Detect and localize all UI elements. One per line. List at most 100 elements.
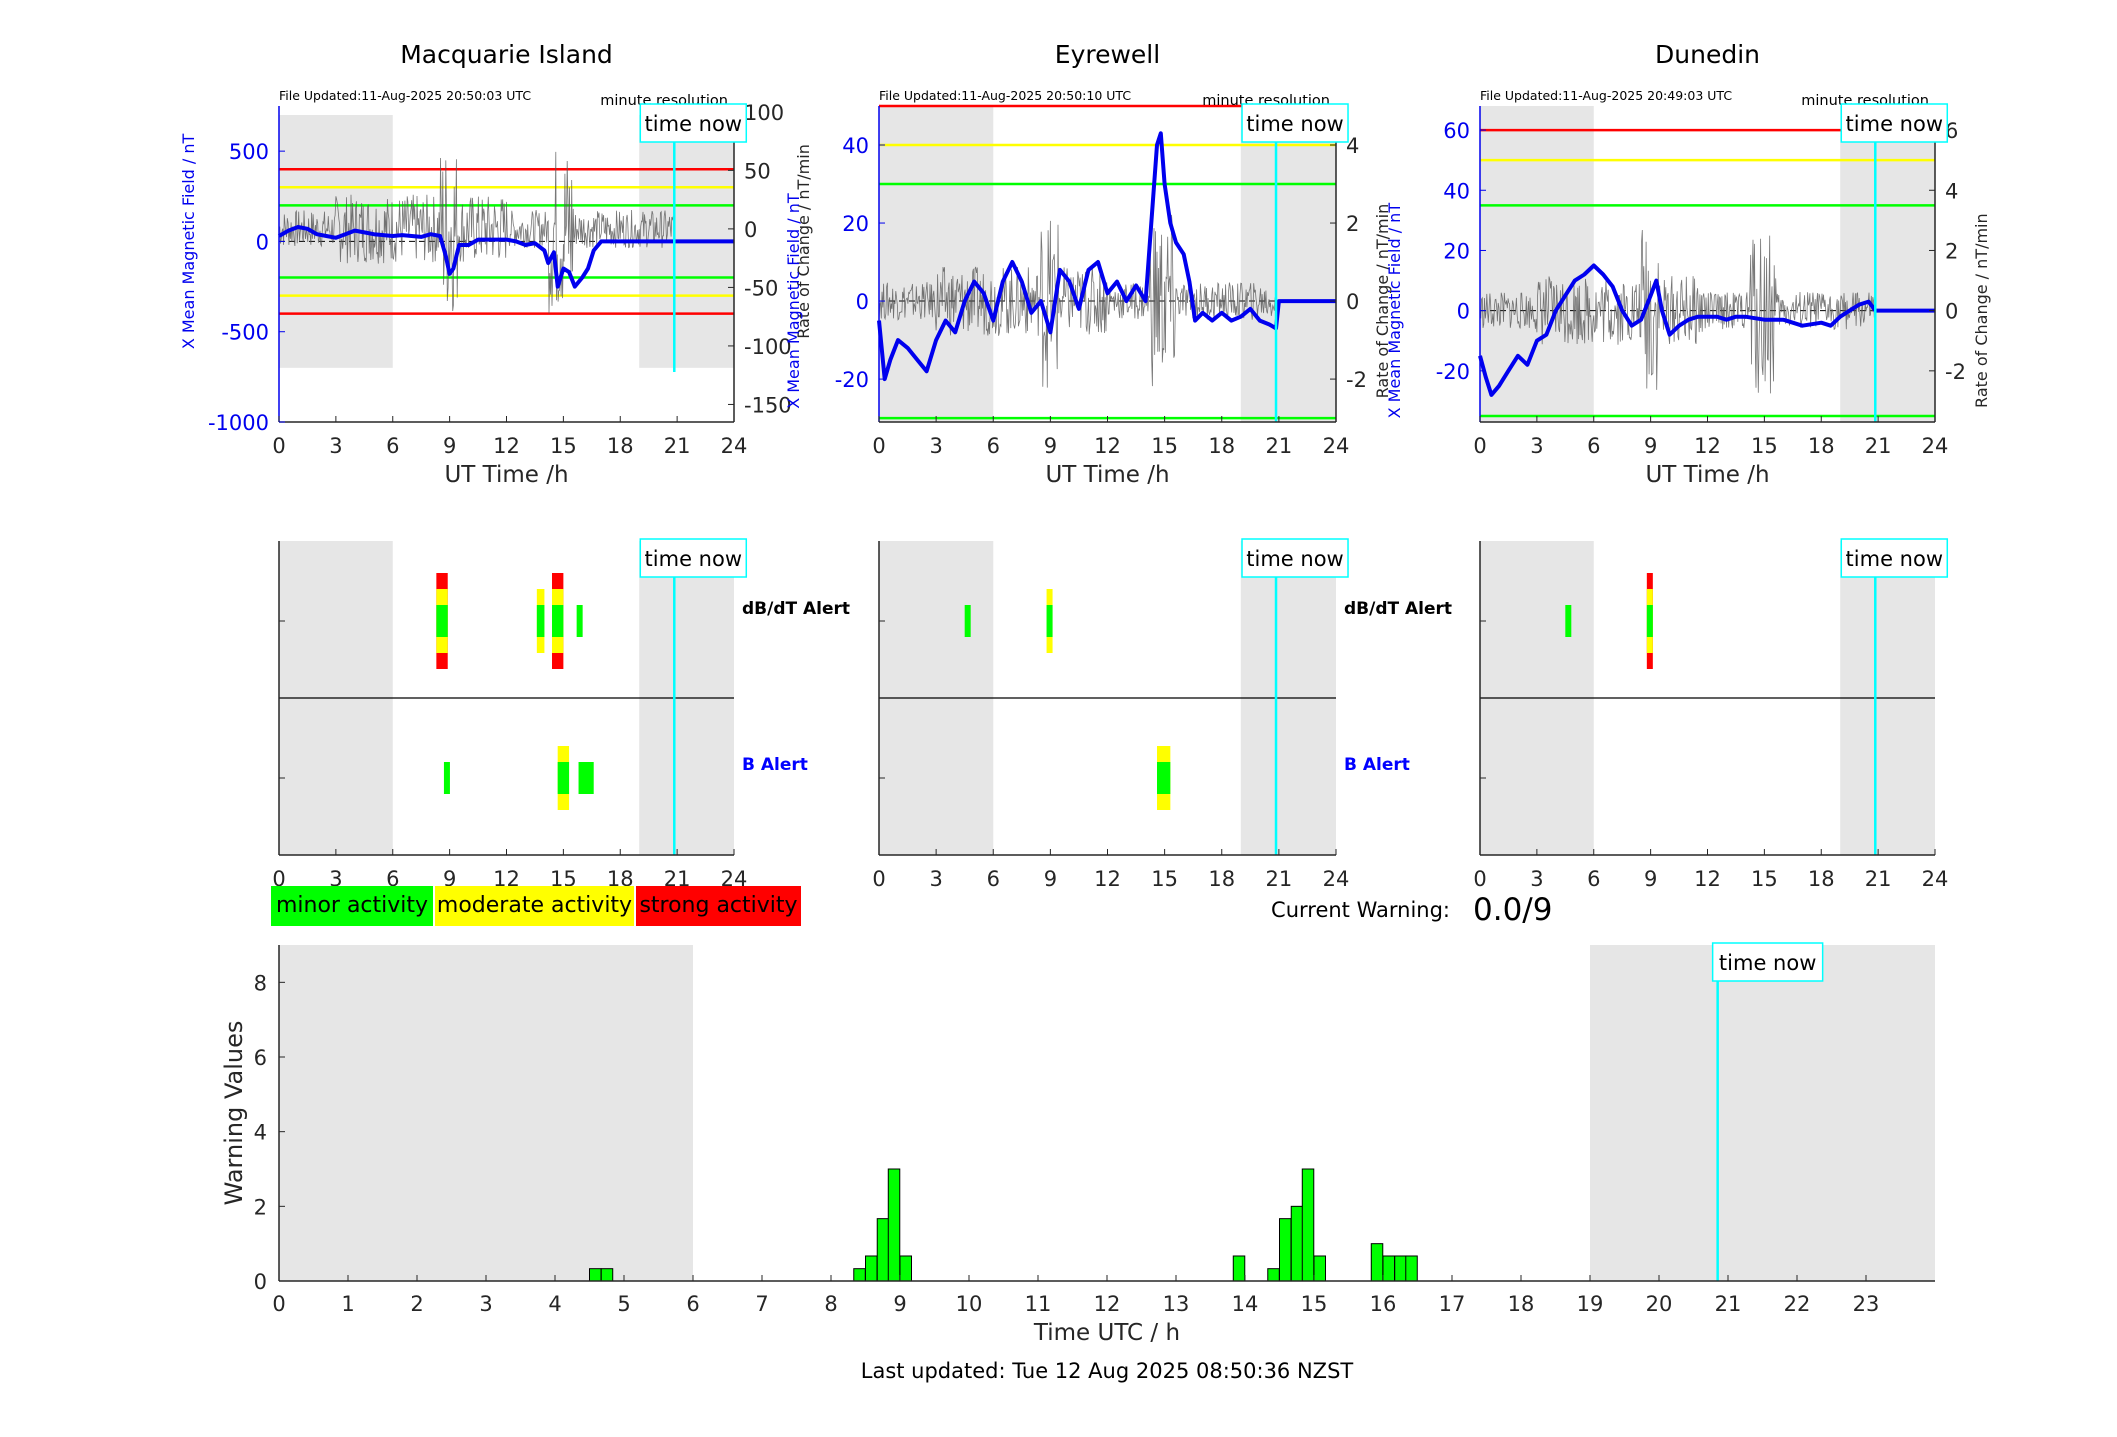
station-2-time-now: time now	[1246, 112, 1343, 136]
station-1-file-updated: File Updated:11-Aug-2025 20:50:03 UTC	[279, 88, 531, 103]
alert-panel-2-time-now-box	[1241, 538, 1349, 578]
station-3-x-tick-label: 24	[1922, 434, 1949, 458]
station-3-y2-tick-label: 2	[1945, 239, 1958, 263]
warning-y-tick-label: 0	[254, 1270, 267, 1294]
alert-panel-1-b-minor	[578, 762, 594, 794]
station-3-y-tick-label: 60	[1443, 119, 1470, 143]
station-1-x-tick-label: 21	[664, 434, 691, 458]
station-2-y-tick-label: -20	[835, 368, 869, 392]
station-2-y-tick-label: 40	[842, 134, 869, 158]
station-1-y-tick-label: 500	[229, 140, 269, 164]
station-3-y-tick-label: 20	[1443, 239, 1470, 263]
warning-x-tick-label: 18	[1508, 1292, 1535, 1316]
warning-time-now-box	[1711, 942, 1824, 982]
alert-panel-3-x-tick-label: 3	[1530, 867, 1543, 891]
warning-night-shade	[1590, 945, 1935, 1281]
warning-x-tick-label: 4	[548, 1292, 561, 1316]
station-1-y2-label: Rate of Change / nT/min	[794, 144, 813, 339]
alert-panel-3-x-tick-label: 15	[1751, 867, 1778, 891]
station-3-x-tick-label: 6	[1587, 434, 1600, 458]
warning-bar	[1382, 1255, 1396, 1282]
alert-panel-2-x-tick-label: 3	[929, 867, 942, 891]
warning-x-tick-label: 9	[893, 1292, 906, 1316]
alert-panel-1-time-now: time now	[645, 547, 742, 571]
station-2-x-tick-label: 21	[1266, 434, 1293, 458]
alert-panel-3-x-tick-label: 0	[1473, 867, 1486, 891]
warning-bar	[600, 1268, 614, 1282]
station-2-x-tick-label: 0	[872, 434, 885, 458]
station-1-time-now: time now	[645, 112, 742, 136]
station-1-x-tick-label: 3	[329, 434, 342, 458]
station-1-x-tick-label: 9	[443, 434, 456, 458]
warning-bar	[1394, 1255, 1407, 1282]
alert-panel-2-time-now: time now	[1246, 547, 1343, 571]
alert-panel-2-x-tick-label: 12	[1094, 867, 1121, 891]
station-2-y2-tick-label: 0	[1346, 290, 1359, 314]
station-3-rate-trace	[1479, 229, 1876, 394]
warning-x-tick-label: 16	[1370, 1292, 1397, 1316]
station-2-y-tick-label: 0	[856, 290, 869, 314]
station-3-y-label: X Mean Magnetic Field / nT	[1385, 203, 1404, 419]
warning-y-tick-label: 6	[254, 1046, 267, 1070]
alert-panel-3-x-tick-label: 24	[1922, 867, 1949, 891]
legend-moderate: moderate activity	[435, 886, 634, 926]
warning-bar	[1313, 1255, 1327, 1282]
last-updated: Last updated: Tue 12 Aug 2025 08:50:36 N…	[861, 1359, 1354, 1383]
warning-bar	[887, 1168, 901, 1282]
warning-bar	[853, 1268, 866, 1282]
station-3-x-tick-label: 0	[1473, 434, 1486, 458]
station-3-y2-tick-label: 0	[1945, 300, 1958, 324]
warning-y-tick-label: 8	[254, 971, 267, 995]
warning-time-now: time now	[1719, 951, 1816, 975]
alert-panel-3-x-tick-label: 6	[1587, 867, 1600, 891]
warning-x-tick-label: 0	[272, 1292, 285, 1316]
station-2-rate-trace	[878, 214, 1277, 388]
station-1-x-tick-label: 12	[493, 434, 520, 458]
current-warning-label: Current Warning:	[1271, 898, 1450, 922]
station-3-x-label: UT Time /h	[1645, 462, 1769, 488]
legend-minor: minor activity	[271, 886, 433, 926]
warning-bar	[589, 1268, 602, 1282]
warning-x-tick-label: 7	[755, 1292, 768, 1316]
alert-panel-2-x-tick-label: 6	[987, 867, 1000, 891]
alert-panel-2-x-tick-label: 18	[1208, 867, 1235, 891]
station-3-x-tick-label: 9	[1644, 434, 1657, 458]
station-2-x-tick-label: 9	[1044, 434, 1057, 458]
alert-panel-3-x-tick-label: 21	[1865, 867, 1892, 891]
station-1-y2-tick-label: 50	[744, 159, 771, 183]
station-3-y-tick-label: 40	[1443, 179, 1470, 203]
warning-bar	[876, 1218, 890, 1282]
station-3-time-now: time now	[1846, 112, 1943, 136]
alert-panel-1-b-label: B Alert	[742, 755, 808, 775]
warning-x-tick-label: 13	[1163, 1292, 1190, 1316]
warning-y-label: Warning Values	[220, 1021, 248, 1206]
station-1-y2-tick-label: -150	[744, 393, 792, 417]
station-3-y2-tick-label: -2	[1945, 360, 1966, 384]
station-1-y-tick-label: 0	[256, 230, 269, 254]
alert-panel-3-dbdt-minor	[1565, 605, 1572, 637]
station-3-y-tick-label: -20	[1436, 360, 1470, 384]
station-3-y2-tick-label: 6	[1945, 119, 1958, 143]
station-3-x-tick-label: 21	[1865, 434, 1892, 458]
station-2-x-tick-label: 24	[1323, 434, 1350, 458]
station-1-x-tick-label: 15	[550, 434, 577, 458]
alert-panel-1-dbdt-minor	[576, 605, 583, 637]
station-3-x-tick-label: 12	[1694, 434, 1721, 458]
warning-x-tick-label: 15	[1301, 1292, 1328, 1316]
warning-x-tick-label: 20	[1646, 1292, 1673, 1316]
station-3-title: Dunedin	[1655, 40, 1760, 69]
alert-panel-3-x-tick-label: 18	[1808, 867, 1835, 891]
warning-bar	[865, 1255, 878, 1282]
alert-panel-1-dbdt-minor	[536, 605, 545, 637]
warning-x-tick-label: 5	[617, 1292, 630, 1316]
alert-panel-1-dbdt-minor	[436, 605, 448, 637]
station-2-y2-tick-label: 2	[1346, 212, 1359, 236]
alert-panel-1-time-now-box	[639, 538, 748, 578]
station-2-x-label: UT Time /h	[1045, 462, 1169, 488]
alert-panel-1-dbdt-label: dB/dT Alert	[742, 599, 850, 619]
station-1-x-tick-label: 24	[721, 434, 748, 458]
station-2-y2-tick-label: 4	[1346, 134, 1359, 158]
warning-x-tick-label: 22	[1784, 1292, 1811, 1316]
warning-night-shade	[279, 945, 693, 1281]
